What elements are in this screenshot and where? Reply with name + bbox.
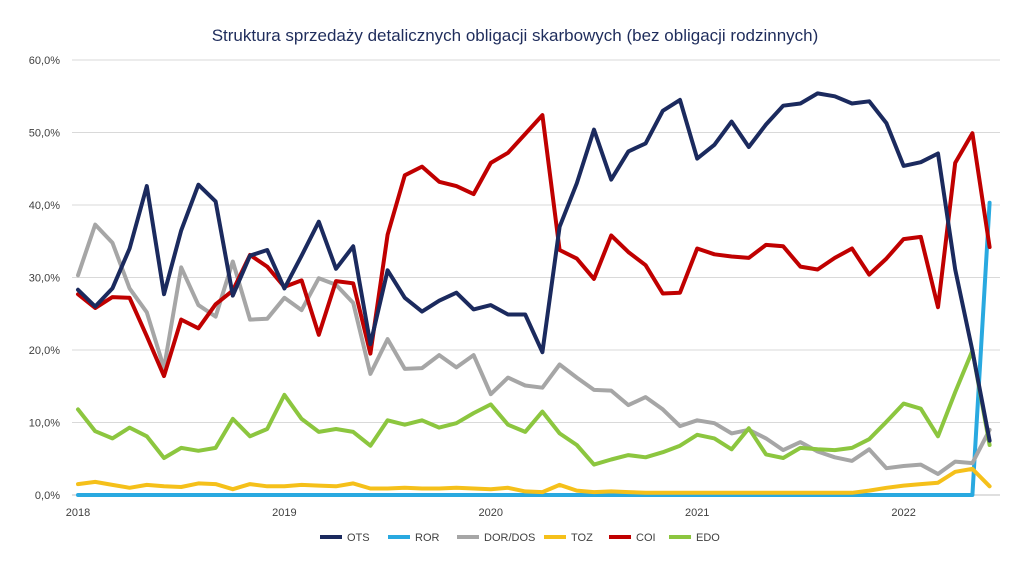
- legend-label: TOZ: [571, 532, 593, 544]
- series-line-coi: [76, 113, 992, 379]
- series-line-dor-dos: [76, 222, 992, 476]
- y-tick-label: 30,0%: [29, 273, 60, 285]
- legend: OTS ROR DOR/DOS TOZ COI EDO: [320, 532, 720, 544]
- legend-item: TOZ: [544, 532, 593, 544]
- legend-item: DOR/DOS: [457, 532, 535, 544]
- series-lines: [76, 91, 992, 497]
- series-line-toz: [76, 466, 992, 495]
- x-tick-label: 2021: [685, 507, 709, 519]
- x-tick-label: 2022: [891, 507, 915, 519]
- series-line-edo: [76, 348, 992, 467]
- legend-item: COI: [609, 532, 656, 544]
- legend-label: COI: [636, 532, 656, 544]
- legend-label: OTS: [347, 532, 370, 544]
- x-tick-label: 2020: [479, 507, 503, 519]
- y-tick-label: 40,0%: [29, 200, 60, 212]
- legend-item: OTS: [320, 532, 370, 544]
- chart-title: Struktura sprzedaży detalicznych obligac…: [212, 26, 819, 45]
- y-tick-label: 10,0%: [29, 418, 60, 430]
- legend-label: DOR/DOS: [484, 532, 535, 544]
- y-tick-label: 60,0%: [29, 55, 60, 67]
- y-tick-label: 20,0%: [29, 345, 60, 357]
- y-tick-label: 0,0%: [35, 490, 60, 502]
- y-tick-label: 50,0%: [29, 128, 60, 140]
- legend-label: EDO: [696, 532, 720, 544]
- gridlines: [72, 59, 1000, 496]
- x-tick-label: 2018: [66, 507, 90, 519]
- legend-item: ROR: [388, 532, 440, 544]
- x-tick-label: 2019: [272, 507, 296, 519]
- legend-item: EDO: [669, 532, 720, 544]
- legend-label: ROR: [415, 532, 440, 544]
- x-axis-ticks: 2018 2019 2020 2021 2022: [66, 507, 916, 519]
- series-line-ror: [76, 200, 992, 497]
- series-line-ots: [76, 91, 992, 443]
- y-axis-ticks: 0,0% 10,0% 20,0% 30,0% 40,0% 50,0% 60,0%: [29, 55, 60, 502]
